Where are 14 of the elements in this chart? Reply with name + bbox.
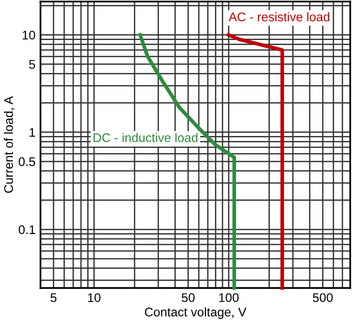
x-tick-label: 5 [50,293,56,302]
x-tick-label: 500 [312,293,333,302]
y-axis-title: Current of load, A [4,96,14,193]
x-axis-title: Contact voltage, V [144,307,246,319]
x-tick-label: 50 [182,293,195,302]
y-tick-label: 10 [22,30,36,40]
y-tick-label: 0.5 [18,157,36,166]
series-label: DC - inductive load [94,132,198,142]
y-tick-label: 0.1 [18,225,36,234]
x-tick-label: 100 [219,293,239,302]
y-tick-label: 5 [29,60,36,69]
series-label: AC - resistive load [228,12,330,22]
x-tick-label: 10 [88,293,101,302]
y-tick-label: 1 [30,128,36,137]
